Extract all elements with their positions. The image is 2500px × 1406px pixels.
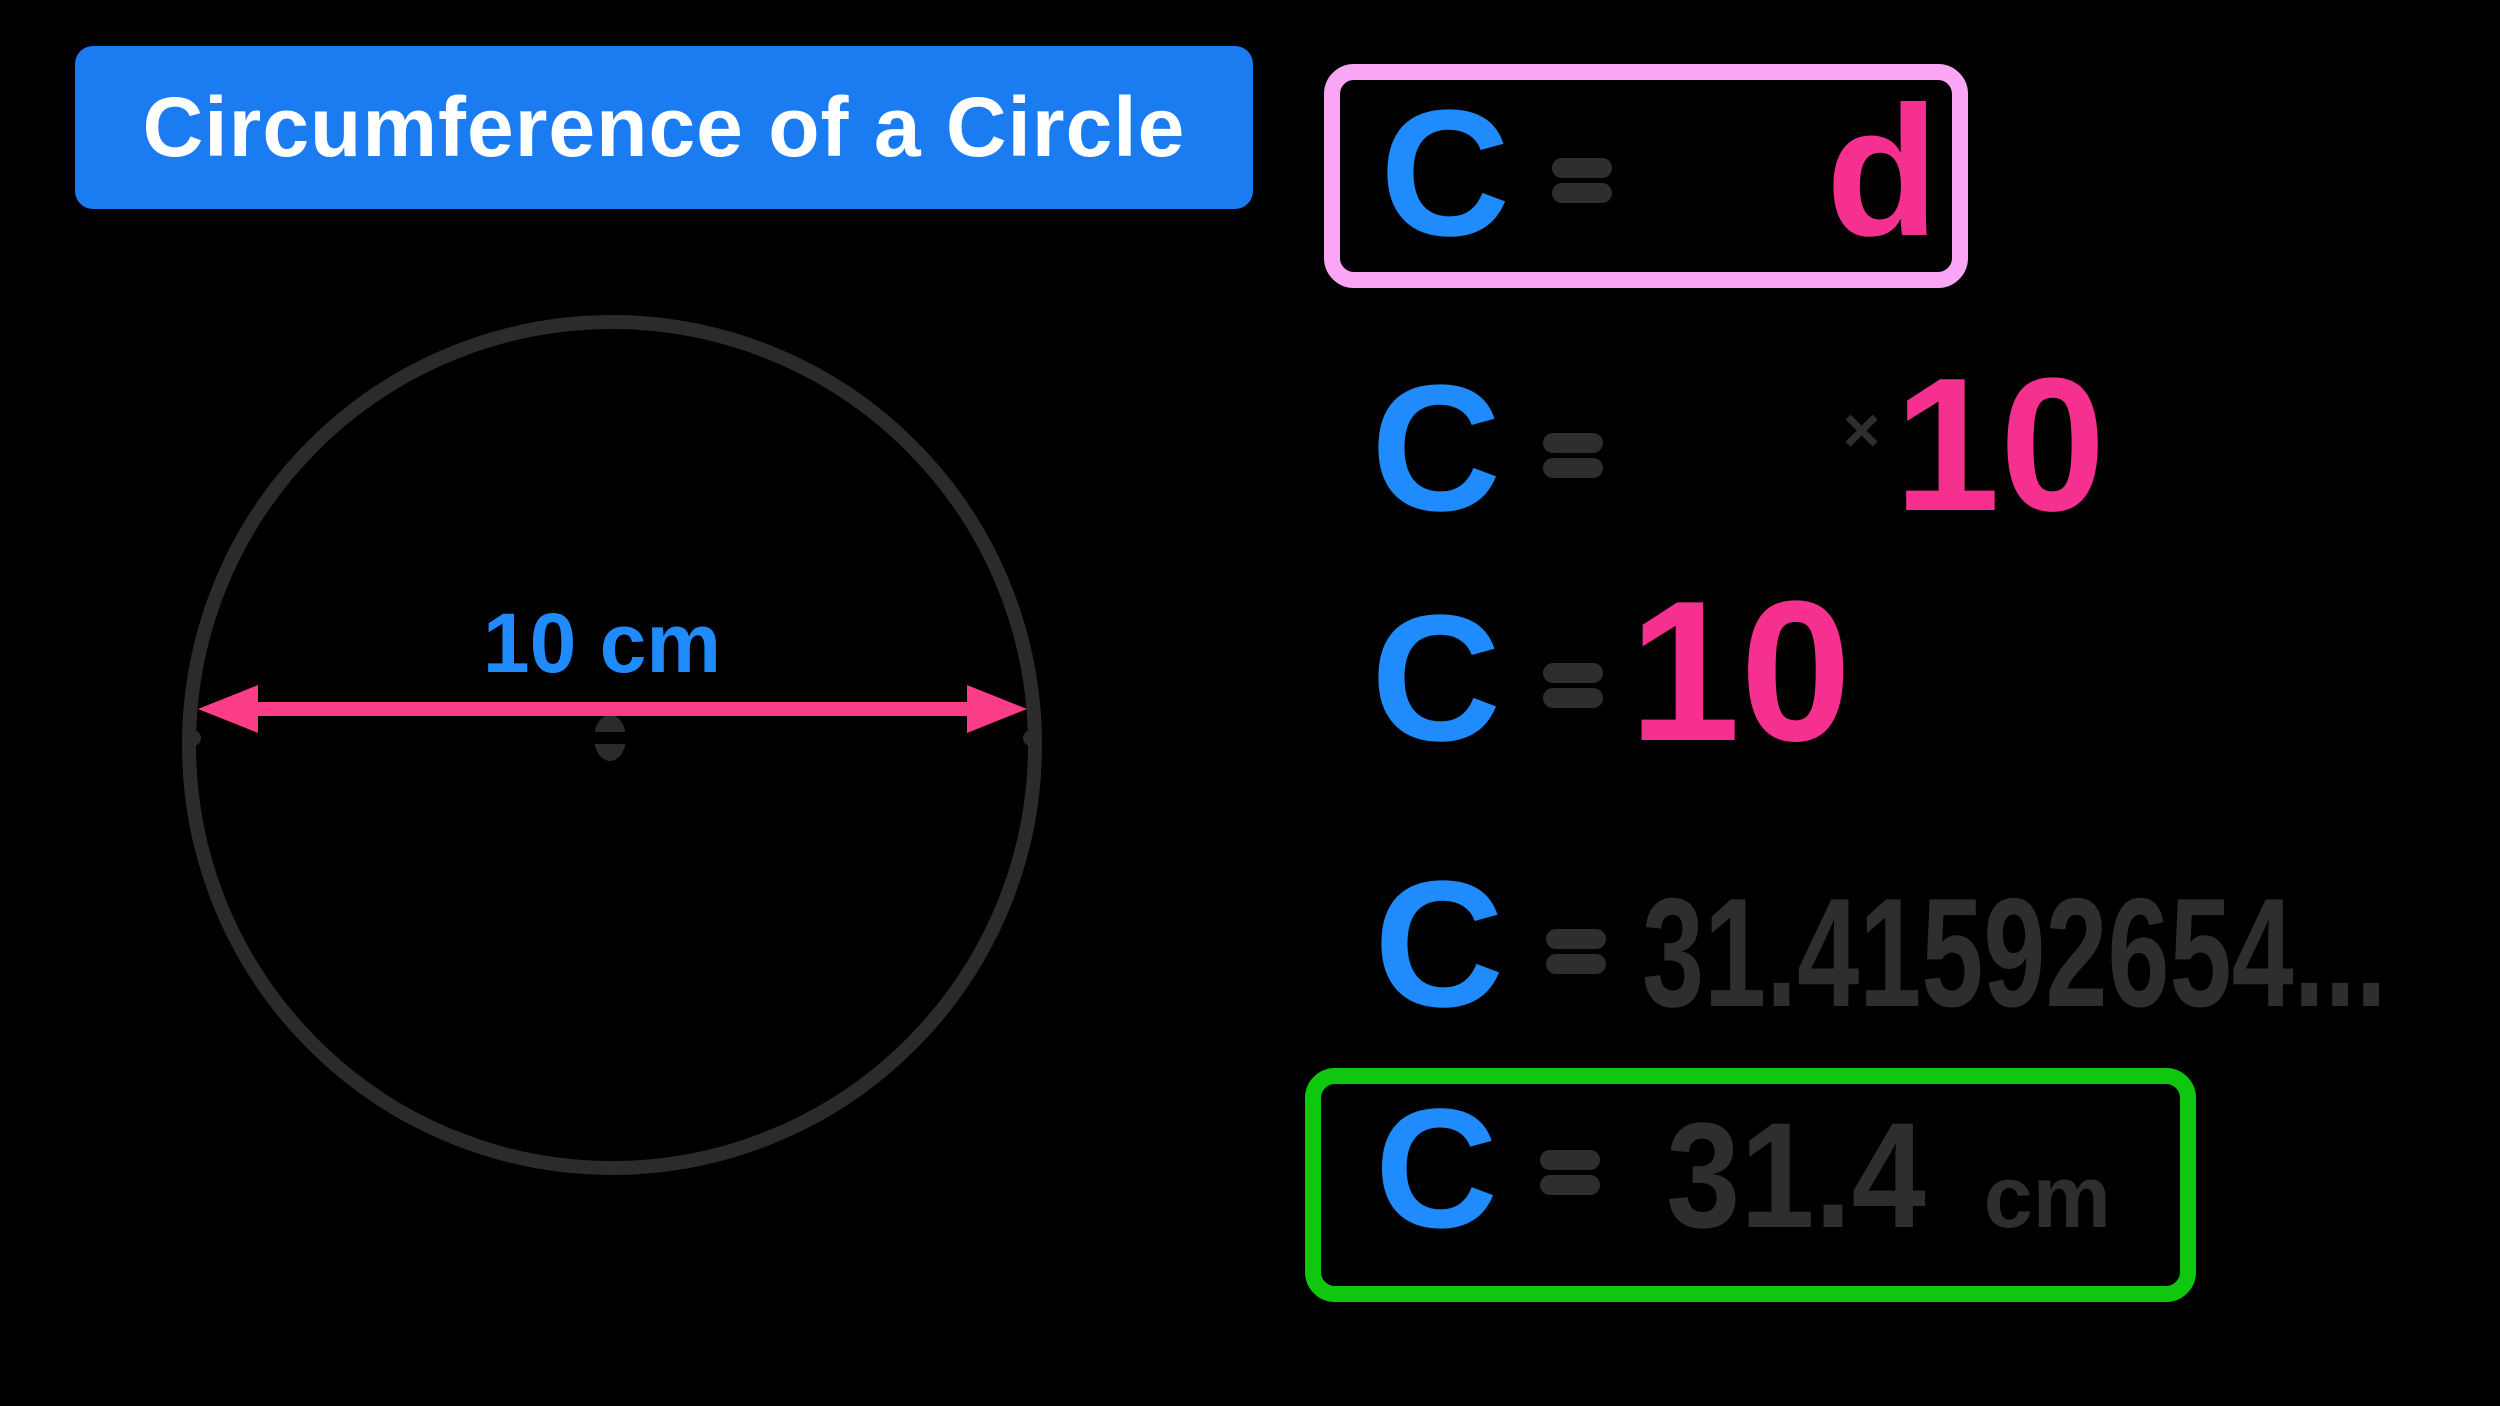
equation-rearranged: C 10 π [1371,572,1996,772]
diameter-endpoint-left [185,730,201,746]
token-gray-number: 31.41592654... [1642,866,2387,1039]
equals-sign [1546,929,1606,1006]
token-c: C [1371,578,1501,779]
token-c: C [1374,844,1504,1045]
token-c-small: C [1375,1074,1498,1264]
diameter-arrow [198,685,1027,733]
diameter-label: 10 cm [483,596,721,690]
equals-sign [1543,433,1603,510]
token-c: C [1380,73,1510,274]
equals-sign [1539,1150,1600,1227]
token-times: × [1842,394,1881,466]
equals-sign [1552,158,1612,235]
equation-decimal: C 31.41592654... [1374,855,2500,1035]
hidden-pi-token: π [1881,604,1997,772]
token-pink-10: 10 [1894,339,2106,551]
arrow-head-left [198,685,258,733]
token-unit: cm [1983,1147,2111,1246]
token-pink-d: d [1825,69,1939,275]
circle-outline [182,315,1042,1175]
hidden-pi-token: π [1662,99,1777,267]
token-c: C [1371,348,1501,549]
token-gray-answer: 31.4 [1665,1091,1926,1259]
arrow-head-right [967,685,1027,733]
circle-diagram: 10 cm [182,315,1042,1175]
equation-answer: C 31.4 cm [1305,1068,2196,1302]
token-pink-10-xl: 10 [1629,560,1852,783]
equals-sign [1543,663,1603,740]
diameter-endpoint-right [1023,730,1039,746]
page-title: Circumference of a Circle [142,80,1186,174]
hidden-pi-token: π [1648,374,1763,542]
title-banner: Circumference of a Circle [75,46,1253,209]
